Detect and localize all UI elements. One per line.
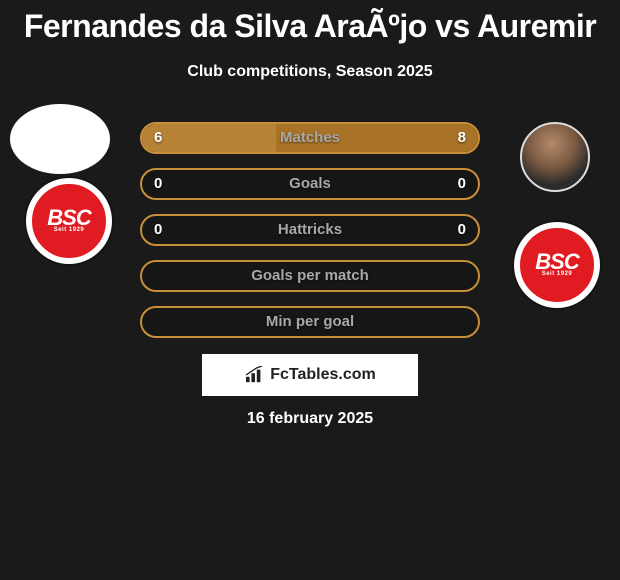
stat-row: Min per goal (140, 306, 480, 338)
stat-row: Matches6 8 (140, 122, 480, 154)
club-badge-left: BSC Seit 1929 (26, 178, 112, 264)
comparison-title: Fernandes da Silva AraÃºjo vs Auremir (0, 0, 620, 45)
club-badge-text: BSC Seit 1929 (47, 209, 90, 233)
stat-row: Goals per match (140, 260, 480, 292)
stat-value-right: 0 (458, 170, 466, 198)
stat-row: Goals0 0 (140, 168, 480, 200)
stat-value-left: 0 (154, 170, 162, 198)
comparison-subtitle: Club competitions, Season 2025 (0, 63, 620, 81)
stat-value-left: 0 (154, 216, 162, 244)
stat-label: Hattricks (142, 216, 478, 244)
stat-value-right: 0 (458, 216, 466, 244)
stat-value-right: 8 (458, 124, 466, 152)
brand-label: FcTables.com (270, 366, 376, 384)
stat-value-left: 6 (154, 124, 162, 152)
stat-label: Matches (142, 124, 478, 152)
club-badge-right: BSC Seit 1929 (514, 222, 600, 308)
player-left-avatar (10, 104, 110, 174)
stat-label: Goals per match (142, 262, 478, 290)
stat-row: Hattricks0 0 (140, 214, 480, 246)
player-right-avatar (520, 122, 590, 192)
stat-label: Min per goal (142, 308, 478, 336)
stats-container: Matches68Goals00Hattricks00Goals per mat… (140, 122, 480, 352)
bar-chart-icon (244, 366, 266, 384)
stat-label: Goals (142, 170, 478, 198)
club-badge-text: BSC Seit 1929 (535, 253, 578, 277)
brand-box: FcTables.com (202, 354, 418, 396)
comparison-date: 16 february 2025 (0, 410, 620, 428)
